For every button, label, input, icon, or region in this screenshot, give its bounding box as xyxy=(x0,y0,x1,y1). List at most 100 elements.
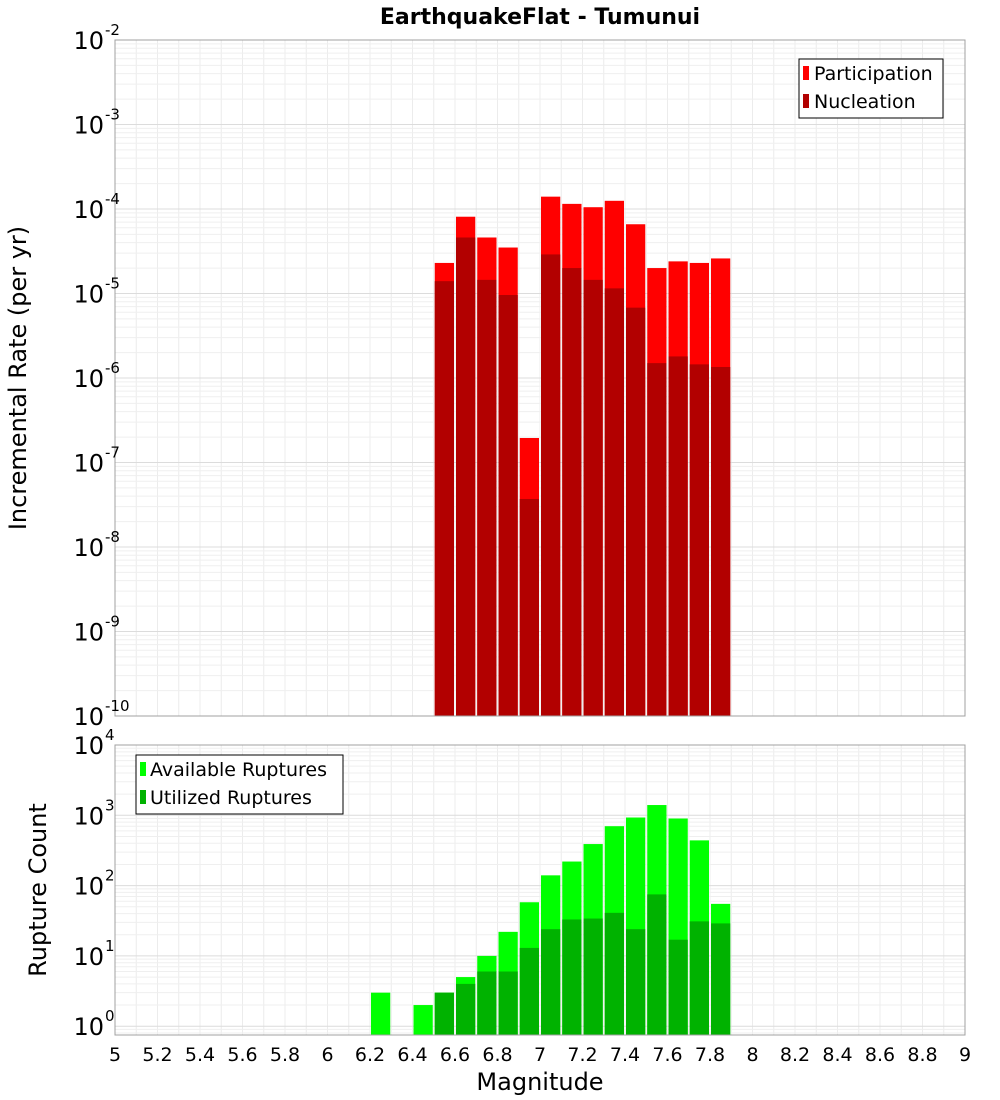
y-tick-label: 10 xyxy=(73,196,104,224)
top-grid xyxy=(114,39,966,717)
x-tick-label: 8.4 xyxy=(822,1044,852,1066)
y-tick-exponent: 4 xyxy=(105,726,115,744)
bar-utilized-ruptures-7.25 xyxy=(583,918,603,1035)
x-tick-label: 7.2 xyxy=(567,1044,597,1066)
bar-utilized-ruptures-6.75 xyxy=(477,971,497,1035)
legend-label-participation: Participation xyxy=(814,63,933,85)
legend-swatch-nucleation xyxy=(803,94,809,108)
y-tick-exponent: -4 xyxy=(105,190,120,208)
x-axis-label: Magnitude xyxy=(476,1068,603,1096)
x-tick-label: 6.4 xyxy=(397,1044,427,1066)
top-y-axis-label: Incremental Rate (per yr) xyxy=(4,226,32,530)
y-tick-exponent: -2 xyxy=(105,21,120,39)
bar-utilized-ruptures-7.35 xyxy=(604,912,624,1035)
bar-available-ruptures-6.25 xyxy=(371,992,391,1035)
y-tick-exponent: 3 xyxy=(105,796,115,814)
bottom-bars xyxy=(371,805,731,1035)
y-tick-exponent: 2 xyxy=(105,867,115,885)
bar-utilized-ruptures-6.95 xyxy=(519,947,539,1035)
x-tick-label: 8 xyxy=(746,1044,758,1066)
y-tick-label: 10 xyxy=(73,703,104,731)
bar-utilized-ruptures-7.55 xyxy=(647,894,667,1035)
y-tick-label: 10 xyxy=(73,1013,104,1041)
y-tick-exponent: -10 xyxy=(105,697,130,715)
bar-nucleation-7.45 xyxy=(626,307,646,716)
bar-nucleation-6.95 xyxy=(519,498,539,716)
y-tick-exponent: -5 xyxy=(105,275,120,293)
bar-nucleation-7.15 xyxy=(562,268,582,716)
chart-title: EarthquakeFlat - Tumunui xyxy=(380,5,700,30)
top-bars xyxy=(434,196,731,717)
bar-utilized-ruptures-6.85 xyxy=(498,971,518,1035)
y-tick-label: 10 xyxy=(73,534,104,562)
legend-swatch-participation xyxy=(803,66,809,80)
legend-swatch-available xyxy=(140,762,146,776)
bar-utilized-ruptures-7.45 xyxy=(626,929,646,1035)
x-tick-labels: 5 5.2 5.4 5.6 5.8 6 6.2 6.4 6.6 6.8 7 7.2 7.4 7.6 7.8 8… xyxy=(109,1044,971,1066)
y-tick-label: 10 xyxy=(73,27,104,55)
bottom-legend: Available Ruptures Utilized Ruptures xyxy=(135,754,344,815)
bottom-legend-box xyxy=(135,754,344,815)
x-tick-label: 5.6 xyxy=(227,1044,257,1066)
bar-utilized-ruptures-7.15 xyxy=(562,919,582,1035)
y-tick-exponent: -6 xyxy=(105,359,120,377)
bar-utilized-ruptures-7.65 xyxy=(668,939,688,1035)
bar-nucleation-7.25 xyxy=(583,279,603,716)
y-tick-label: 10 xyxy=(73,873,104,901)
x-tick-label: 5.2 xyxy=(142,1044,172,1066)
x-tick-label: 9 xyxy=(959,1044,971,1066)
y-tick-exponent: -8 xyxy=(105,528,120,546)
x-tick-label: 7.6 xyxy=(652,1044,682,1066)
y-tick-exponent: 0 xyxy=(105,1007,115,1025)
top-plot-frame xyxy=(114,39,966,717)
y-tick-label: 10 xyxy=(73,365,104,393)
bar-utilized-ruptures-6.55 xyxy=(434,992,454,1035)
bar-utilized-ruptures-6.65 xyxy=(456,983,476,1035)
y-tick-label: 10 xyxy=(73,450,104,478)
y-tick-label: 10 xyxy=(73,943,104,971)
bar-nucleation-7.35 xyxy=(604,288,624,716)
legend-label-utilized: Utilized Ruptures xyxy=(150,787,312,809)
bar-nucleation-7.75 xyxy=(689,364,709,716)
x-tick-label: 6.2 xyxy=(355,1044,385,1066)
top-legend-box xyxy=(798,58,944,119)
x-tick-label: 7.8 xyxy=(695,1044,725,1066)
y-tick-exponent: -3 xyxy=(105,106,120,124)
x-tick-label: 8.6 xyxy=(865,1044,895,1066)
bar-utilized-ruptures-7.75 xyxy=(689,921,709,1035)
y-tick-label: 10 xyxy=(73,112,104,140)
bar-nucleation-7.05 xyxy=(541,254,561,716)
y-tick-label: 10 xyxy=(73,619,104,647)
x-tick-label: 5 xyxy=(109,1044,121,1066)
bar-available-ruptures-6.45 xyxy=(413,1005,433,1035)
bar-nucleation-6.55 xyxy=(434,281,454,716)
y-tick-exponent: 1 xyxy=(105,937,115,955)
bar-nucleation-6.85 xyxy=(498,294,518,716)
bottom-plot-frame xyxy=(114,744,966,1036)
x-tick-label: 6.6 xyxy=(440,1044,470,1066)
bar-utilized-ruptures-7.85 xyxy=(711,923,731,1035)
bottom-y-axis-label: Rupture Count xyxy=(24,803,52,977)
bar-nucleation-7.55 xyxy=(647,363,667,716)
x-tick-label: 6 xyxy=(321,1044,333,1066)
top-legend: Participation Nucleation xyxy=(798,58,944,119)
legend-label-available: Available Ruptures xyxy=(150,759,327,781)
bar-nucleation-6.65 xyxy=(456,237,476,717)
y-tick-label: 10 xyxy=(73,732,104,760)
y-tick-exponent: -9 xyxy=(105,613,120,631)
legend-label-nucleation: Nucleation xyxy=(814,91,916,113)
x-tick-label: 8.8 xyxy=(907,1044,937,1066)
y-tick-exponent: -7 xyxy=(105,444,120,462)
x-tick-label: 8.2 xyxy=(780,1044,810,1066)
x-tick-label: 7.4 xyxy=(610,1044,640,1066)
x-tick-label: 5.8 xyxy=(270,1044,300,1066)
y-tick-label: 10 xyxy=(73,281,104,309)
legend-swatch-utilized xyxy=(140,790,146,804)
bar-nucleation-6.75 xyxy=(477,279,497,716)
x-tick-label: 5.4 xyxy=(185,1044,215,1066)
